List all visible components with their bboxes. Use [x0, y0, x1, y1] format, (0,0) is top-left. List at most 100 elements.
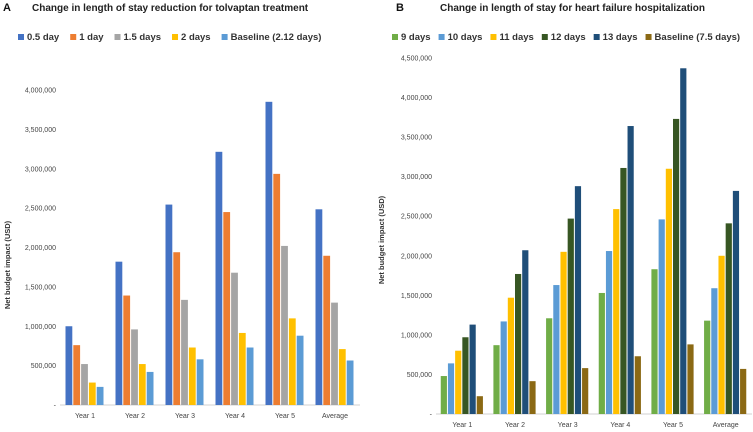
- panel-a-bar: [281, 245, 288, 405]
- panel-b-chart: - 500,000 1,000,000 1,500,000 2,000,000 2,500…: [392, 32, 752, 429]
- panel-a-bar: [315, 209, 323, 405]
- panel-b-x-tick-label: Year 1: [452, 422, 472, 429]
- panel-a-bar: [165, 204, 173, 405]
- panel-a-y-tick-label: 4,000,000: [25, 88, 56, 95]
- panel-a-legend-label: Baseline (2.12 days): [231, 32, 322, 43]
- panel-a-y-axis-label: Net budget impact (USD): [3, 220, 12, 309]
- panel-b-bar: [732, 190, 740, 414]
- panel-b-y-tick-label: 4,500,000: [401, 56, 432, 63]
- panel-a-legend-label: 1 day: [79, 32, 104, 43]
- panel-b-bar: [718, 255, 725, 414]
- panel-a-bar: [246, 347, 254, 405]
- panel-a-x-tick-label: Year 1: [75, 413, 95, 420]
- panel-b-bar: [440, 376, 447, 414]
- panel-b-y-tick-label: 500,000: [407, 372, 432, 379]
- panel-a-y-tick-label: -: [54, 403, 57, 410]
- panel-b-bar: [582, 368, 589, 414]
- panel-b-bar: [522, 250, 529, 414]
- panel-b-bar: [687, 344, 694, 414]
- panel-b-x-tick-label: Average: [713, 422, 739, 429]
- panel-a-bar: [123, 295, 131, 405]
- panel-a-bar: [331, 302, 338, 405]
- panel-a-bar: [338, 349, 346, 405]
- panel-b-legend-label: Baseline (7.5 days): [655, 32, 741, 43]
- panel-a-bar: [173, 252, 181, 405]
- panel-a-x-tick-label: Year 2: [125, 413, 145, 420]
- panel-a-bar: [188, 347, 196, 405]
- panel-b-bar: [725, 223, 732, 414]
- panel-b-title: Change in length of stay for heart failu…: [440, 3, 705, 14]
- panel-a-y-tick-label: 2,000,000: [25, 245, 56, 252]
- panel-b-bar: [447, 363, 455, 414]
- panel-a-bar: [65, 326, 73, 405]
- panel-a-bar: [96, 386, 104, 405]
- panel-b-bar: [476, 396, 483, 414]
- panel-a-bar: [346, 360, 354, 405]
- panel-b-bar: [500, 321, 507, 414]
- panel-a-legend-swatch: [70, 34, 77, 40]
- panel-b-y-tick-label: 3,000,000: [401, 174, 432, 181]
- panel-a-title: Change in length of stay reduction for t…: [32, 3, 309, 14]
- panel-a-legend-label: 0.5 day: [27, 32, 60, 43]
- panel-b-bar: [620, 167, 627, 414]
- panel-a-bar: [146, 371, 154, 405]
- panel-a-bar: [296, 335, 304, 405]
- panel-a-bar: [223, 212, 231, 405]
- panel-b-y-tick-label: 4,000,000: [401, 95, 432, 102]
- panel-b-bar: [605, 251, 613, 414]
- panel-a-bar: [238, 332, 246, 405]
- panel-b-x-tick-label: Year 2: [505, 422, 525, 429]
- panel-b-bar: [469, 324, 476, 414]
- panel-b-legend-swatch: [392, 34, 398, 40]
- panel-a-chart: - 500,000 1,000,000 1,500,000 2,000,000 2,500…: [18, 32, 360, 420]
- panel-b-bar: [546, 318, 553, 414]
- panel-a-legend-label: 1.5 days: [124, 32, 162, 43]
- panel-a-bar: [73, 345, 81, 405]
- panel-b-bar: [613, 209, 620, 414]
- panel-b-bar: [627, 126, 634, 414]
- panel-a-x-tick-label: Year 5: [275, 413, 295, 420]
- panel-b-letter: B: [396, 2, 404, 14]
- panel-b-bar: [658, 219, 665, 414]
- panel-a-legend-swatch: [114, 34, 121, 40]
- panel-a-bar: [215, 151, 223, 405]
- panel-b-legend-label: 11 days: [499, 32, 533, 43]
- panel-b-bar: [553, 285, 560, 414]
- panel-b-y-tick-label: -: [430, 412, 433, 419]
- panel-a-legend-swatch: [221, 34, 228, 40]
- panel-b-legend-swatch: [593, 34, 600, 40]
- panel-a-bar: [196, 359, 204, 405]
- panel-b-bar: [567, 218, 574, 414]
- panel-b-bar: [711, 288, 718, 414]
- panel-b-legend-swatch: [490, 34, 497, 40]
- panel-b-x-tick-label: Year 4: [610, 422, 630, 429]
- panel-a-y-tick-label: 3,500,000: [25, 127, 56, 134]
- panel-b-y-tick-label: 2,500,000: [401, 214, 432, 221]
- panel-a-y-tick-label: 1,000,000: [25, 324, 56, 331]
- panel-b-bar: [529, 381, 536, 414]
- panel-b-legend-swatch: [438, 34, 445, 40]
- panel-a-y-tick-label: 3,000,000: [25, 166, 56, 173]
- panel-a-legend-swatch: [18, 34, 24, 40]
- panel-b-x-tick-label: Year 3: [558, 422, 578, 429]
- panel-a-bar: [231, 272, 238, 405]
- panel-b-y-tick-label: 1,000,000: [401, 332, 432, 339]
- panel-b-legend-label: 13 days: [603, 32, 638, 43]
- panel-a-bar: [181, 299, 188, 405]
- panel-a-bar: [115, 261, 123, 405]
- panel-a-y-tick-label: 1,500,000: [25, 284, 56, 291]
- panel-a-legend-label: 2 days: [181, 32, 211, 43]
- panel-a-bar: [288, 318, 296, 405]
- panel-b-bar: [665, 168, 672, 414]
- panel-a-y-tick-label: 2,500,000: [25, 206, 56, 213]
- panel-a-bar: [323, 255, 331, 405]
- panel-b-bar: [704, 320, 711, 414]
- panel-b-y-tick-label: 1,500,000: [401, 293, 432, 300]
- panel-a-y-tick-label: 500,000: [31, 363, 56, 370]
- panel-b-bar: [598, 292, 605, 414]
- panel-b-bar: [462, 337, 469, 414]
- panel-b-bar: [673, 118, 680, 414]
- panel-a-bar: [81, 364, 88, 405]
- panel-b-bar: [455, 350, 462, 414]
